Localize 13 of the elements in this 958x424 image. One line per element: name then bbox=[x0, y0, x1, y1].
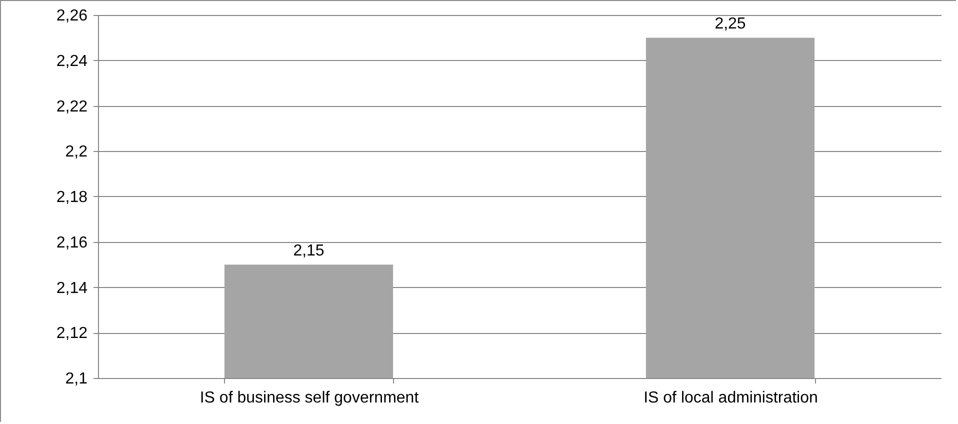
x-tick-label: IS of local administration bbox=[644, 390, 818, 406]
y-tick-label: 2,24 bbox=[56, 52, 88, 70]
data-label: 2,25 bbox=[714, 16, 746, 33]
y-tick-label: 2,14 bbox=[56, 280, 88, 297]
y-tick-label: 2,16 bbox=[56, 234, 88, 252]
y-tick-label: 2,18 bbox=[56, 189, 88, 206]
y-tick-label: 2,22 bbox=[56, 98, 88, 116]
y-tick-label: 2,2 bbox=[65, 144, 88, 161]
y-tick-label: 2,26 bbox=[56, 8, 88, 24]
data-label: 2,15 bbox=[293, 242, 324, 260]
y-tick-label: 2,12 bbox=[56, 325, 88, 342]
y-tick-label: 2,1 bbox=[65, 370, 88, 388]
x-tick-label: IS of business self government bbox=[200, 390, 420, 406]
